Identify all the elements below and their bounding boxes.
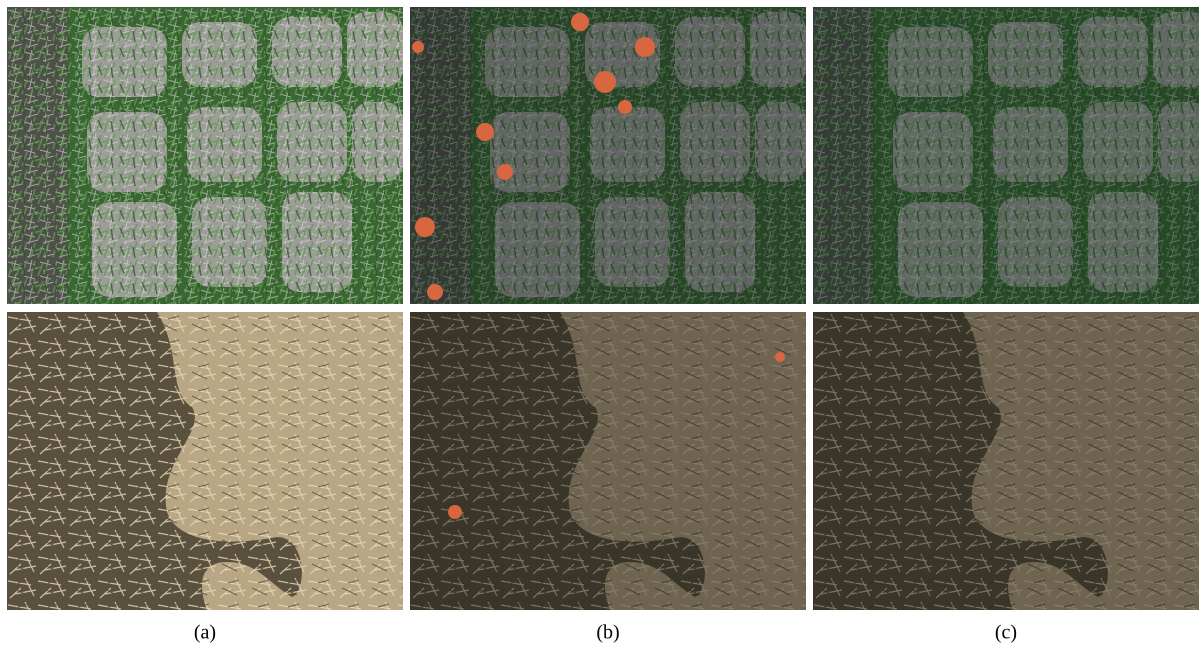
photo-a-bottom — [7, 312, 403, 610]
photo-b-bottom — [410, 312, 806, 610]
caption: (c) — [995, 622, 1017, 644]
figure: (a) (b) (c) — [0, 0, 1202, 650]
photo-c-top — [813, 7, 1202, 304]
caption: (b) — [596, 622, 619, 644]
photo-a-top — [7, 7, 403, 304]
page: {"captions": ["(a)", "(b)", "(c)"]} — [0, 0, 1202, 650]
photo-c-bottom — [813, 312, 1202, 610]
caption: (a) — [194, 622, 216, 644]
photo-b-top — [410, 7, 806, 304]
